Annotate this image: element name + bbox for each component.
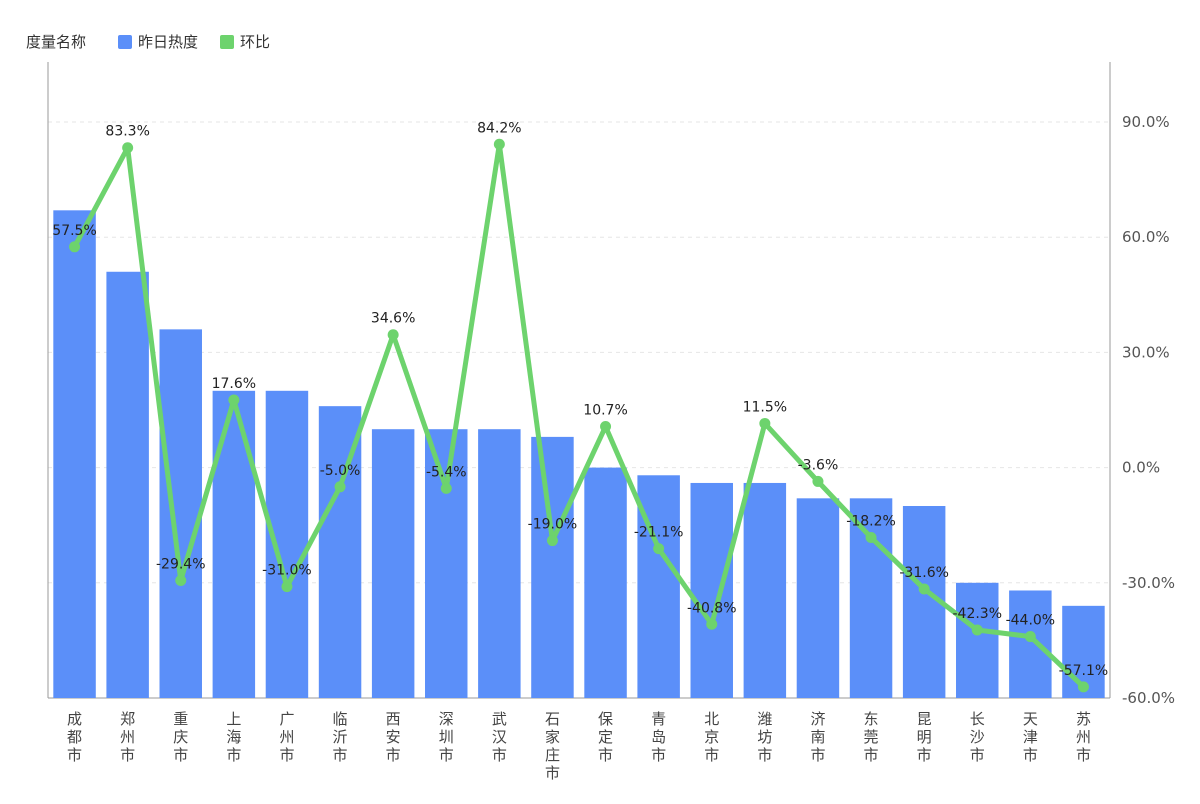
- data-label: 84.2%: [477, 120, 521, 136]
- bar[interactable]: [106, 271, 149, 698]
- x-tick-label: 广州市: [279, 710, 294, 764]
- bar[interactable]: [265, 390, 309, 698]
- bar[interactable]: [1009, 590, 1052, 698]
- bar[interactable]: [212, 390, 256, 698]
- line-point[interactable]: [175, 574, 187, 586]
- y2-tick-label: -30.0%: [1122, 574, 1175, 592]
- line-point[interactable]: [600, 421, 612, 433]
- line-point[interactable]: [69, 241, 81, 253]
- line-path: [72, 141, 1086, 690]
- grid-lines: [48, 121, 1110, 584]
- legend: 度量名称 昨日热度 环比: [26, 33, 270, 51]
- x-axis-ticks: 成都市 郑州市 重庆市 上海市 广州市 临沂市 西安市 深圳市 武汉市 石家庄市 保定市 青岛市 北京市…: [67, 710, 1091, 782]
- data-label: -31.6%: [899, 565, 949, 581]
- data-label: 83.3%: [105, 124, 149, 140]
- data-label: 17.6%: [212, 376, 256, 392]
- x-tick-label: 重庆市: [173, 710, 188, 764]
- data-label: -44.0%: [1006, 613, 1056, 629]
- x-tick-label: 深圳市: [439, 710, 454, 764]
- line-point[interactable]: [334, 481, 346, 493]
- bar[interactable]: [531, 436, 574, 698]
- data-label: -5.0%: [320, 463, 361, 479]
- y2-tick-label: 30.0%: [1122, 343, 1170, 361]
- data-label: -31.0%: [262, 563, 312, 579]
- data-label: -3.6%: [798, 457, 839, 473]
- line-point[interactable]: [546, 535, 558, 547]
- bar[interactable]: [690, 482, 733, 698]
- bar[interactable]: [318, 406, 362, 698]
- line-point[interactable]: [971, 624, 983, 636]
- line-point[interactable]: [387, 329, 399, 341]
- data-label: -5.4%: [426, 464, 467, 480]
- line-point[interactable]: [918, 583, 930, 595]
- line-point[interactable]: [281, 581, 293, 593]
- x-tick-label: 苏州市: [1076, 710, 1091, 764]
- bar[interactable]: [478, 429, 521, 698]
- y2-tick-label: -60.0%: [1122, 689, 1175, 707]
- bar-series: [53, 210, 1105, 698]
- data-label: -29.4%: [156, 556, 206, 572]
- data-labels: 57.5% 83.3% -29.4% 17.6% -31.0% -5.0% 34.6% -5.…: [52, 120, 1108, 679]
- data-label: 57.5%: [52, 223, 96, 239]
- y2-tick-label: 0.0%: [1122, 459, 1160, 477]
- line-point[interactable]: [812, 475, 824, 487]
- x-tick-label: 保定市: [598, 710, 613, 764]
- legend-swatch-bar[interactable]: [118, 35, 132, 49]
- data-label: -18.2%: [846, 513, 896, 529]
- bar[interactable]: [371, 429, 415, 698]
- line-point[interactable]: [706, 618, 718, 630]
- data-label: 10.7%: [583, 403, 627, 419]
- line-point[interactable]: [1077, 681, 1089, 693]
- legend-title: 度量名称: [26, 33, 86, 51]
- x-tick-label: 青岛市: [651, 710, 666, 764]
- line-point[interactable]: [493, 138, 505, 150]
- legend-swatch-line[interactable]: [220, 35, 234, 49]
- data-label: -21.1%: [634, 525, 684, 541]
- data-label: -40.8%: [687, 600, 737, 616]
- x-tick-label: 上海市: [226, 710, 241, 764]
- data-label: 34.6%: [371, 311, 415, 327]
- x-tick-label: 长沙市: [970, 710, 985, 764]
- bar[interactable]: [584, 467, 627, 698]
- data-label: -42.3%: [952, 606, 1002, 622]
- bar[interactable]: [53, 210, 96, 698]
- bar[interactable]: [849, 498, 893, 698]
- data-label: 11.5%: [743, 399, 787, 415]
- y2-tick-label: 60.0%: [1122, 228, 1170, 246]
- bar[interactable]: [743, 482, 787, 698]
- bar[interactable]: [796, 498, 840, 698]
- x-tick-label: 昆明市: [917, 710, 932, 764]
- line-point[interactable]: [653, 543, 665, 555]
- legend-label-bar[interactable]: 昨日热度: [138, 33, 198, 51]
- line-point[interactable]: [759, 417, 771, 429]
- x-tick-label: 东莞市: [864, 710, 879, 764]
- x-tick-label: 郑州市: [120, 710, 135, 764]
- x-tick-label: 成都市: [67, 710, 82, 764]
- line-point[interactable]: [122, 142, 134, 154]
- x-tick-label: 济南市: [810, 710, 825, 764]
- y2-tick-label: 90.0%: [1122, 113, 1170, 131]
- legend-label-line[interactable]: 环比: [240, 33, 270, 51]
- x-tick-label: 石家庄市: [545, 710, 560, 782]
- line-point[interactable]: [440, 482, 452, 494]
- x-tick-label: 北京市: [704, 710, 719, 764]
- y2-axis-ticks: 90.0% 60.0% 30.0% 0.0% -30.0% -60.0%: [1122, 113, 1175, 707]
- bar[interactable]: [159, 329, 202, 698]
- x-tick-label: 潍坊市: [757, 710, 772, 764]
- line-point[interactable]: [865, 531, 877, 543]
- x-tick-label: 天津市: [1023, 710, 1038, 764]
- axes: [47, 62, 1111, 699]
- x-tick-label: 西安市: [386, 710, 401, 764]
- x-tick-label: 临沂市: [333, 710, 348, 764]
- x-tick-label: 武汉市: [492, 710, 507, 764]
- line-point[interactable]: [1024, 631, 1036, 643]
- data-label: -57.1%: [1059, 663, 1109, 679]
- data-label: -19.0%: [528, 517, 578, 533]
- bar[interactable]: [956, 582, 999, 698]
- line-series: [69, 138, 1089, 693]
- line-point[interactable]: [228, 394, 240, 406]
